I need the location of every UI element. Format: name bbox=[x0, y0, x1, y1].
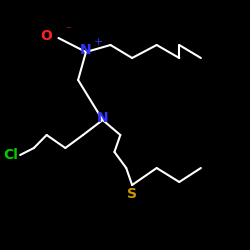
Text: N: N bbox=[97, 110, 108, 124]
Text: O: O bbox=[40, 28, 52, 42]
Text: Cl: Cl bbox=[3, 148, 18, 162]
Text: +: + bbox=[94, 37, 103, 47]
Text: S: S bbox=[127, 188, 137, 202]
Text: N: N bbox=[80, 42, 92, 56]
Text: ⁻: ⁻ bbox=[65, 26, 71, 36]
